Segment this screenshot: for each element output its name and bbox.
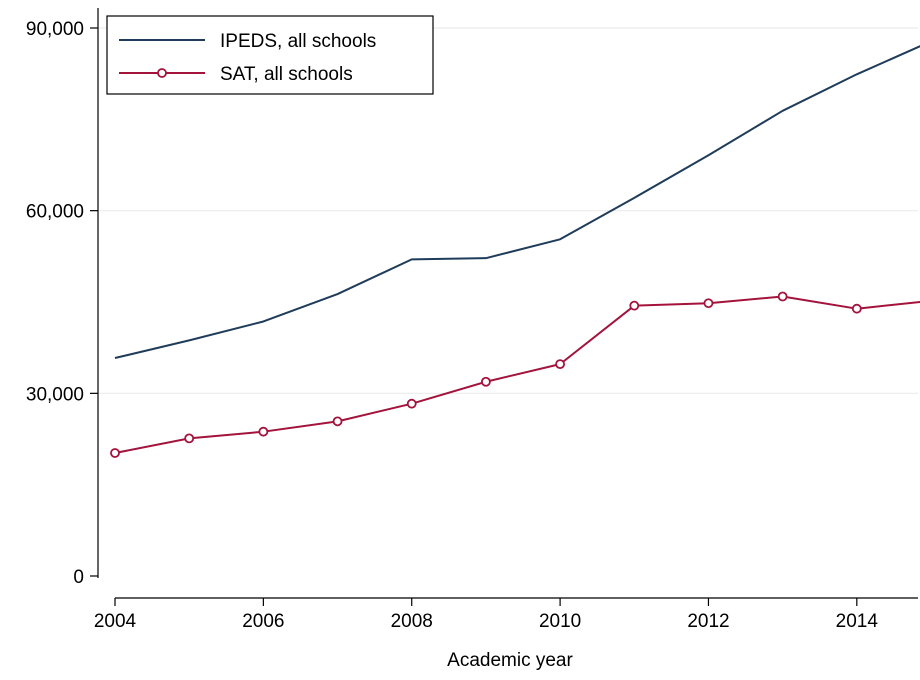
x-axis-title: Academic year [447,650,573,671]
y-tick-label: 30,000 [26,384,84,405]
series-point [258,426,269,437]
series-point [851,303,862,314]
series-line-2 [114,295,920,454]
series-point [703,298,714,309]
series-point [332,416,343,427]
series-point [110,448,120,458]
axes: 0 30,000 60,000 90,000 2004 2006 2008 2010 2012 2… [26,8,918,632]
series-point [555,359,565,370]
series-point [629,300,640,311]
legend-label: IPEDS, all schools [220,31,376,52]
y-tick-label: 90,000 [26,19,84,40]
legend-box [106,15,434,95]
x-tick-label: 2004 [94,611,137,632]
series-point [406,398,417,409]
series-point [184,433,195,444]
y-tick-label: 60,000 [26,202,84,223]
legend-label: SAT, all schools [220,64,353,85]
legend: IPEDS, all schools SAT, all schools [106,15,434,95]
data-series [110,45,920,458]
x-tick-label: 2010 [539,611,581,632]
x-tick-label: 2008 [391,611,433,632]
legend-marker [157,68,167,78]
x-tick-label: 2006 [242,611,284,632]
y-tick-label: 0 [73,567,84,588]
x-tick-label: 2014 [836,611,879,632]
series-line-1 [114,45,920,359]
series-point [777,291,788,302]
x-tick-label: 2012 [687,611,729,632]
series-point [481,376,491,387]
